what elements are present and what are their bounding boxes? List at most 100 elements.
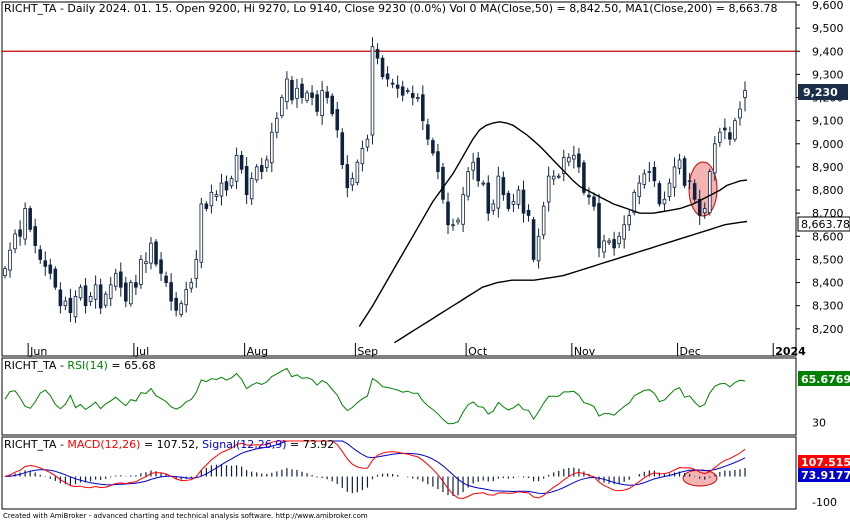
candle-bull xyxy=(561,157,566,174)
candle-bear xyxy=(577,153,581,168)
candle-bear xyxy=(587,194,591,198)
candle-bull xyxy=(702,208,707,214)
candle-bull xyxy=(63,300,68,307)
candle-bull xyxy=(451,224,455,227)
candle-bull xyxy=(179,302,183,315)
rsi-header: RICHT_TA - RSI(14) = 65.68 xyxy=(4,359,156,372)
candle-bear xyxy=(169,282,173,302)
candle-bear xyxy=(204,203,209,209)
candle-bull xyxy=(637,182,642,197)
rsi-tick-label: 30 xyxy=(812,417,826,430)
candle-bull xyxy=(471,161,475,171)
macd-pane: 0-100 107.515 73.9177 RICHT_TA - MACD(12… xyxy=(1,436,850,510)
candle-bear xyxy=(244,166,249,196)
candle-bull xyxy=(556,175,561,178)
candle-bull xyxy=(602,240,606,253)
price-tick-label: 8,400 xyxy=(812,277,844,290)
candle-bull xyxy=(219,182,224,197)
ma200-header: MA1(Close,200) = 8,663.78 xyxy=(625,2,777,15)
macd-header-label: MACD(12,26) xyxy=(67,438,140,451)
price-tick-label: 9,000 xyxy=(812,138,844,151)
candle-bull xyxy=(496,175,501,209)
macd-value-box: 107.515 xyxy=(798,455,850,469)
month-label: Jul xyxy=(135,345,149,358)
candle-bear xyxy=(134,282,138,288)
macd-value-label: 107.515 xyxy=(801,456,850,469)
candle-bear xyxy=(118,271,123,288)
month-label: Dec xyxy=(680,345,701,358)
candle-bull xyxy=(93,284,98,300)
month-label: Jun xyxy=(29,345,47,358)
candle-bull xyxy=(536,235,541,262)
candle-bull xyxy=(350,178,355,186)
candle-bear xyxy=(224,181,229,191)
price-tick-label: 8,500 xyxy=(812,253,844,266)
price-tick-label: 8,900 xyxy=(812,161,844,174)
candle-bear xyxy=(98,284,103,309)
ma50-line xyxy=(358,121,748,327)
month-label: 2024 xyxy=(775,345,806,358)
candle-bull xyxy=(567,157,571,163)
candle-bull xyxy=(572,154,576,160)
candle-bull xyxy=(305,92,309,101)
candle-bull xyxy=(73,296,78,318)
candle-bear xyxy=(597,203,601,249)
rsi-header-prefix: RICHT_TA - xyxy=(4,359,67,372)
macd-line xyxy=(4,440,746,500)
candle-bear xyxy=(68,297,73,314)
candle-bear xyxy=(692,183,697,200)
candle-bull xyxy=(113,272,118,287)
candle-bull xyxy=(78,286,83,299)
candle-bull xyxy=(718,131,722,143)
candle-bull xyxy=(370,46,375,136)
candle-bear xyxy=(521,189,526,214)
candle-bear xyxy=(380,57,385,78)
candle-bull xyxy=(270,131,274,164)
candle-bear xyxy=(124,282,128,302)
candle-bear xyxy=(526,209,531,216)
candle-bull xyxy=(234,154,239,182)
candle-bull xyxy=(149,242,153,264)
candle-bull xyxy=(647,171,652,173)
candle-bear xyxy=(53,268,58,288)
candle-bull xyxy=(416,97,420,99)
price-header: RICHT_TA - Daily 2024. 01. 15. Open 9200… xyxy=(4,2,777,15)
candle-bull xyxy=(607,240,611,243)
candle-bull xyxy=(254,166,259,181)
rsi-pane: 30 65.6769 RICHT_TA - RSI(14) = 65.68 xyxy=(1,357,850,436)
price-tick-label: 9,300 xyxy=(812,68,844,81)
candle-bull xyxy=(516,189,521,205)
candle-bear xyxy=(400,86,405,96)
signal-value-box: 73.9177 xyxy=(798,468,850,482)
ma50-header: MA(Close,50) = 8,842.50, xyxy=(480,2,622,15)
macd-header-prefix: RICHT_TA - xyxy=(4,438,67,451)
price-tick-label: 9,400 xyxy=(812,45,844,58)
close-price-box: 9,230 xyxy=(798,84,848,100)
candle-bull xyxy=(214,194,219,197)
price-tick-label: 9,600 xyxy=(812,0,844,12)
candle-bear xyxy=(582,162,586,193)
footer-credit: Created with AmiBroker - advanced charti… xyxy=(3,512,368,520)
candle-bear xyxy=(592,196,596,207)
candle-bear xyxy=(330,95,334,115)
candle-bull xyxy=(456,219,460,223)
candle-bear xyxy=(259,165,264,172)
candle-bull xyxy=(129,282,133,305)
candle-bull xyxy=(229,178,234,187)
candle-bull xyxy=(632,191,637,214)
candle-bear xyxy=(426,124,430,140)
candle-bear xyxy=(728,132,732,140)
candle-bull xyxy=(285,78,289,103)
signal-header-value: = 73.92 xyxy=(290,438,334,451)
candle-bear xyxy=(290,80,294,101)
candle-bear xyxy=(345,164,350,189)
candle-bear xyxy=(335,109,340,131)
candle-bear xyxy=(657,183,662,205)
candle-bull xyxy=(707,171,712,214)
month-label: Sep xyxy=(357,345,378,358)
candle-bull xyxy=(264,159,269,168)
signal-header-label: Signal(12,26,9) xyxy=(202,438,286,451)
candle-bull xyxy=(144,261,148,264)
rsi-header-label: RSI(14) xyxy=(67,359,107,372)
candle-bear xyxy=(18,229,22,237)
